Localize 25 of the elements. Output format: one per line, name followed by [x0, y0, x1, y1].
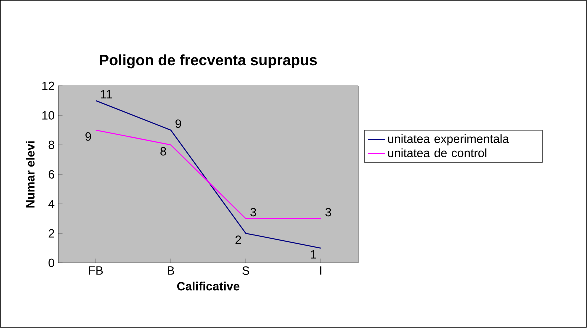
x-tick-label: B: [168, 266, 174, 275]
y-tick-label: 4: [48, 200, 55, 208]
data-label: 3: [326, 208, 332, 217]
y-tick-label: 0: [48, 258, 55, 268]
x-axis-title: Calificative: [177, 282, 240, 291]
y-tick-label: 2: [48, 229, 54, 238]
x-tick-label: FB: [89, 266, 104, 275]
data-label: 9: [176, 120, 182, 128]
y-tick-label: 10: [42, 111, 55, 120]
data-label: 2: [236, 236, 242, 244]
legend-label: unitatea de control: [388, 148, 487, 158]
legend-label: unitatea experimentala: [388, 134, 510, 146]
chart-title: Poligon de frecventa suprapus: [100, 54, 318, 69]
data-label: 1: [311, 250, 316, 259]
line-series: [96, 100, 322, 249]
y-axis-title: Numar elevi: [26, 142, 35, 208]
data-label: 3: [250, 208, 256, 217]
x-tick-label: S: [242, 266, 250, 276]
data-label: 11: [101, 90, 112, 99]
y-tick-label: 6: [48, 170, 54, 179]
y-tick-label: 12: [42, 82, 54, 90]
data-label: 8: [160, 147, 166, 156]
data-label: 9: [86, 132, 92, 142]
x-tick-label: I: [320, 266, 322, 275]
y-tick-label: 8: [48, 140, 54, 150]
